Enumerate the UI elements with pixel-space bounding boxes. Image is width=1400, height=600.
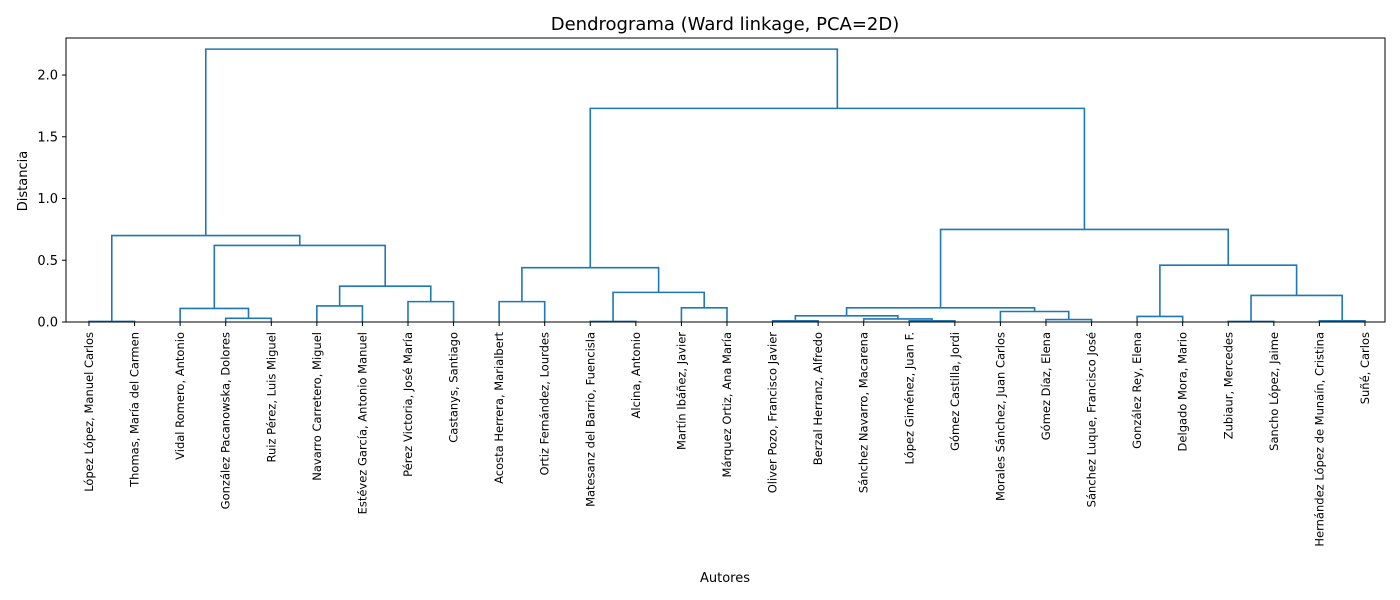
leaf-label: Pérez Victoria, José María	[401, 332, 415, 477]
leaf-label: Estévez García, Antonio Manuel	[355, 332, 369, 514]
dendrogram-link-56	[204, 48, 839, 236]
dendrogram-link-40	[612, 291, 705, 322]
leaf-label: Gómez Díaz, Elena	[1039, 332, 1053, 440]
dendrogram-link-52	[1250, 294, 1343, 322]
leaf-label: Zubiaur, Mercedes	[1221, 332, 1235, 439]
leaf-labels: López López, Manuel Carlos Thomas, María …	[82, 322, 1372, 547]
dendrogram-link-55	[589, 107, 1086, 268]
leaf-label: Matesanz del Barrio, Fuencisla	[583, 332, 597, 507]
plot-frame	[65, 37, 1386, 323]
leaf-label: Gómez Castilla, Jordi	[948, 332, 962, 451]
dendrogram-link-47	[999, 310, 1070, 322]
leaf-label: Oliver Pozo, Francisco Javier	[766, 332, 780, 494]
y-axis-ticks: 0.0 0.5 1.0 1.5 2.0	[37, 69, 66, 331]
leaf-label: Morales Sánchez, Juan Carlos	[993, 332, 1007, 501]
chart-title: Dendrograma (Ward linkage, PCA=2D)	[551, 14, 900, 35]
leaf-label: Hernández López de Munaín, Cristina	[1312, 332, 1326, 547]
leaf-label: Martín Ibáñez, Javier	[674, 332, 688, 450]
leaf-label: González Pacanowska, Dolores	[219, 332, 233, 509]
dendrogram-link-41	[521, 266, 660, 302]
leaf-label: Vidal Romero, Antonio	[173, 332, 187, 460]
leaf-label: López Giménez, Juan F.	[902, 332, 916, 465]
y-tick-label: 2.0	[37, 69, 58, 84]
y-tick-label: 0.5	[37, 254, 58, 269]
leaf-label: Ortiz Fernández, Lourdes	[538, 332, 552, 476]
dendrogram-link-34	[338, 285, 432, 306]
dendrogram-link-49	[1136, 315, 1184, 322]
y-tick-label: 1.0	[37, 192, 58, 207]
leaf-label: Márquez Ortiz, Ana María	[720, 332, 734, 477]
leaf-label: Sancho López, Jaime	[1267, 332, 1281, 451]
leaf-label: Berzal Herranz, Alfredo	[811, 332, 825, 465]
dendrogram-link-31	[179, 307, 250, 322]
y-tick-label: 0.0	[37, 316, 58, 331]
dendrogram-link-33	[407, 300, 455, 322]
leaf-label: Suñé, Carlos	[1358, 332, 1372, 404]
leaf-label: Navarro Carretero, Miguel	[310, 332, 324, 481]
leaf-label: Ruiz Pérez, Luis Miguel	[264, 332, 278, 462]
leaf-label: Thomas, María del Carmen	[128, 332, 142, 488]
leaf-label: Sánchez Navarro, Macarena	[857, 332, 871, 493]
dendrogram-link-54	[939, 228, 1230, 308]
y-tick-label: 1.5	[37, 130, 58, 145]
dendrogram-link-32	[316, 305, 364, 322]
dendrogram-link-37	[498, 300, 546, 322]
leaf-label: González Rey, Elena	[1130, 332, 1144, 449]
x-axis-label: Autores	[700, 571, 750, 586]
leaf-label: Acosta Herrera, Marialbert	[492, 332, 506, 484]
dendrogram-link-39	[680, 307, 728, 322]
dendrogram-link-30	[224, 317, 273, 322]
dendrogram-link-53	[1159, 264, 1298, 317]
leaf-label: López López, Manuel Carlos	[82, 332, 96, 492]
leaf-label: Sánchez Luque, Francisco José	[1085, 332, 1099, 507]
y-axis-label: Distancia	[16, 151, 31, 211]
leaf-label: Delgado Mora, Mario	[1176, 332, 1190, 451]
dendrogram-links	[88, 48, 1366, 323]
leaf-label: Alcina, Antonio	[629, 332, 643, 418]
leaf-label: Castanys, Santiago	[447, 332, 461, 443]
dendrogram-link-35	[213, 244, 387, 309]
